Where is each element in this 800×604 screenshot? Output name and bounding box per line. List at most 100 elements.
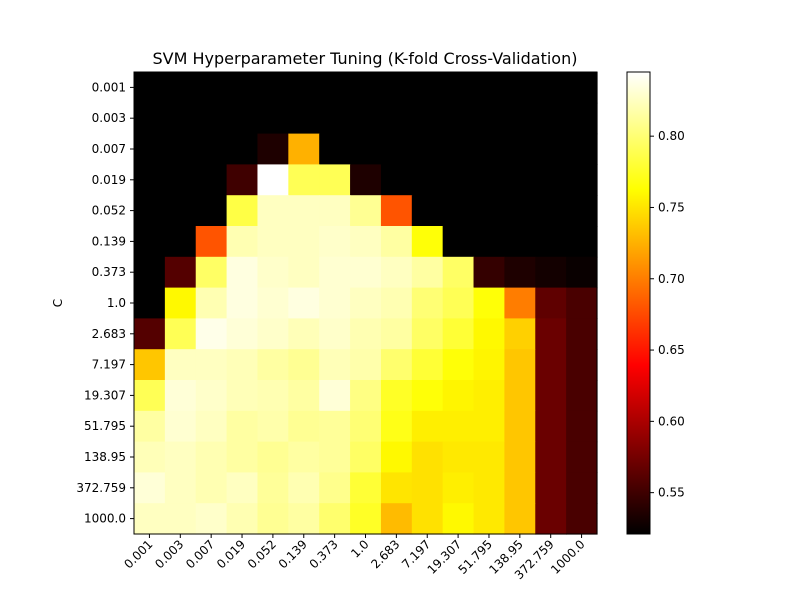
- heatmap-cell: [411, 133, 444, 165]
- heatmap-cell: [319, 102, 351, 135]
- heatmap-cell: [442, 256, 475, 289]
- heatmap-cell: [350, 226, 382, 258]
- colorbar-ticks: 0.55 0.60 0.65 0.70 0.75 0.80: [650, 129, 685, 500]
- heatmap-cell: [195, 195, 228, 227]
- heatmap-cell: [380, 133, 413, 165]
- heatmap-cell: [164, 102, 197, 135]
- heatmap-cell: [411, 441, 444, 473]
- y-tick-label: 0.003: [92, 111, 126, 125]
- heatmap-cell: [134, 102, 166, 135]
- heatmap-cell: [288, 318, 320, 350]
- heatmap-cell: [442, 349, 475, 381]
- heatmap-cell: [442, 133, 475, 165]
- heatmap-cell: [226, 256, 259, 289]
- heatmap-cell: [226, 195, 259, 227]
- heatmap-cell: [319, 195, 351, 227]
- heatmap-cell: [257, 441, 289, 473]
- heatmap-cell: [380, 195, 413, 227]
- heatmap-cell: [134, 349, 166, 381]
- colorbar-tick-label: 0.60: [658, 414, 685, 428]
- heatmap-cell: [504, 503, 536, 535]
- heatmap-cell: [473, 164, 505, 196]
- heatmap-cell: [380, 441, 413, 473]
- heatmap-cell: [164, 503, 197, 535]
- heatmap-cell: [134, 503, 166, 535]
- heatmap-cell: [257, 72, 289, 104]
- heatmap-cell: [257, 318, 289, 350]
- heatmap-cell: [350, 133, 382, 165]
- colorbar-tick-label: 0.80: [658, 129, 685, 143]
- heatmap-cell: [319, 72, 351, 104]
- heatmap-cell: [380, 256, 413, 289]
- heatmap-cell: [319, 133, 351, 165]
- y-tick-label: 51.795: [84, 419, 126, 433]
- heatmap-cell: [442, 195, 475, 227]
- heatmap-cell: [380, 72, 413, 104]
- heatmap-cell: [195, 349, 228, 381]
- colorbar-tick-label: 0.65: [658, 343, 685, 357]
- heatmap-cell: [566, 287, 598, 319]
- heatmap-cell: [288, 102, 320, 135]
- heatmap-cell: [195, 133, 228, 165]
- heatmap-cell: [350, 349, 382, 381]
- heatmap-cell: [195, 503, 228, 535]
- heatmap-cell: [504, 318, 536, 350]
- heatmap-cell: [411, 256, 444, 289]
- colorbar-tick-label: 0.70: [658, 272, 685, 286]
- y-tick-label: 7.197: [92, 358, 126, 372]
- heatmap-cell: [504, 164, 536, 196]
- y-tick-label: 138.95: [84, 450, 126, 464]
- heatmap-cell: [288, 256, 320, 289]
- y-tick-label: 2.683: [92, 327, 126, 341]
- heatmap-cell: [288, 226, 320, 258]
- heatmap-cell: [134, 380, 166, 412]
- heatmap-cell: [380, 472, 413, 504]
- heatmap-cell: [411, 410, 444, 443]
- heatmap-cell: [350, 472, 382, 504]
- heatmap-cell: [164, 256, 197, 289]
- heatmap-cell: [566, 226, 598, 258]
- heatmap-cells: [134, 72, 598, 535]
- y-tick-label: 0.139: [92, 234, 126, 248]
- y-tick-label: 0.052: [92, 204, 126, 218]
- heatmap-cell: [195, 380, 228, 412]
- colorbar-tick-label: 0.75: [658, 200, 685, 214]
- heatmap-cell: [195, 164, 228, 196]
- heatmap-cell: [411, 164, 444, 196]
- heatmap-cell: [442, 410, 475, 443]
- heatmap-cell: [566, 133, 598, 165]
- heatmap-cell: [350, 195, 382, 227]
- x-tick-label: 0.003: [152, 537, 186, 571]
- heatmap-cell: [411, 226, 444, 258]
- heatmap-cell: [319, 256, 351, 289]
- heatmap-cell: [134, 410, 166, 443]
- heatmap-cell: [473, 195, 505, 227]
- heatmap-cell: [411, 287, 444, 319]
- heatmap-cell: [226, 380, 259, 412]
- heatmap-cell: [535, 472, 567, 504]
- heatmap-cell: [411, 72, 444, 104]
- heatmap-cell: [380, 410, 413, 443]
- heatmap-cell: [535, 441, 567, 473]
- heatmap-cell: [535, 102, 567, 135]
- heatmap-cell: [442, 441, 475, 473]
- heatmap-cell: [288, 195, 320, 227]
- heatmap-cell: [411, 503, 444, 535]
- heatmap-cell: [288, 287, 320, 319]
- heatmap-cell: [134, 72, 166, 104]
- chart-title: SVM Hyperparameter Tuning (K-fold Cross-…: [153, 49, 578, 68]
- heatmap-cell: [380, 318, 413, 350]
- heatmap-cell: [350, 410, 382, 443]
- heatmap-cell: [442, 72, 475, 104]
- heatmap-cell: [535, 164, 567, 196]
- heatmap-cell: [535, 318, 567, 350]
- heatmap-cell: [566, 349, 598, 381]
- heatmap-cell: [473, 380, 505, 412]
- heatmap-cell: [442, 380, 475, 412]
- heatmap-cell: [535, 226, 567, 258]
- heatmap-cell: [164, 195, 197, 227]
- heatmap-cell: [257, 472, 289, 504]
- heatmap-cell: [134, 472, 166, 504]
